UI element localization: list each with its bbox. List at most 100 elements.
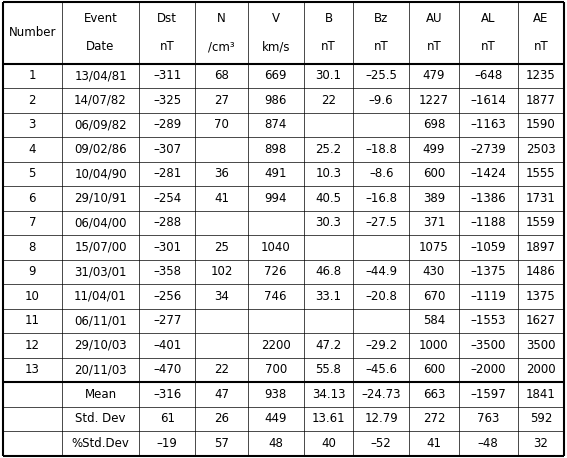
Text: 70: 70 [214,118,229,131]
Text: 669: 669 [264,69,287,82]
Text: –288: –288 [153,216,181,229]
Text: 1075: 1075 [419,241,449,254]
Text: 3: 3 [28,118,36,131]
Text: 1897: 1897 [526,241,556,254]
Text: 2: 2 [28,94,36,107]
Text: 600: 600 [423,364,445,376]
Text: 40.5: 40.5 [315,192,341,205]
Text: 22: 22 [214,364,229,376]
Text: 10.3: 10.3 [315,167,341,180]
Text: 10/04/90: 10/04/90 [74,167,127,180]
Text: 4: 4 [28,143,36,156]
Text: AL: AL [481,12,496,25]
Text: B: B [324,12,332,25]
Text: 1: 1 [28,69,36,82]
Text: 14/07/82: 14/07/82 [74,94,127,107]
Text: 746: 746 [264,290,287,303]
Text: 55.8: 55.8 [315,364,341,376]
Text: 2000: 2000 [526,364,556,376]
Text: –27.5: –27.5 [365,216,397,229]
Text: –29.2: –29.2 [365,339,397,352]
Text: 1590: 1590 [526,118,556,131]
Text: –16.8: –16.8 [365,192,397,205]
Text: –1386: –1386 [471,192,506,205]
Text: 27: 27 [214,94,229,107]
Text: –1597: –1597 [470,388,506,401]
Text: 994: 994 [264,192,287,205]
Text: 763: 763 [477,413,500,425]
Text: 663: 663 [423,388,445,401]
Text: 874: 874 [265,118,287,131]
Text: –1163: –1163 [470,118,506,131]
Text: –25.5: –25.5 [365,69,397,82]
Text: –470: –470 [153,364,181,376]
Text: 7: 7 [28,216,36,229]
Text: 47.2: 47.2 [315,339,341,352]
Text: –277: –277 [153,315,181,327]
Text: 1486: 1486 [526,266,556,278]
Text: V: V [272,12,280,25]
Text: nT: nT [160,40,175,54]
Text: 1000: 1000 [419,339,448,352]
Text: –19: –19 [156,437,177,450]
Text: Dst: Dst [157,12,177,25]
Text: 61: 61 [160,413,175,425]
Text: 1040: 1040 [261,241,291,254]
Text: nT: nT [426,40,441,54]
Text: –1119: –1119 [470,290,506,303]
Text: –1188: –1188 [471,216,506,229]
Text: –307: –307 [153,143,181,156]
Text: 1559: 1559 [526,216,556,229]
Text: –254: –254 [153,192,181,205]
Text: 41: 41 [214,192,229,205]
Text: –3500: –3500 [471,339,506,352]
Text: –2000: –2000 [471,364,506,376]
Text: –316: –316 [153,388,181,401]
Text: 48: 48 [268,437,283,450]
Text: 34.13: 34.13 [312,388,345,401]
Text: 389: 389 [423,192,445,205]
Text: 29/10/03: 29/10/03 [74,339,127,352]
Text: 371: 371 [423,216,445,229]
Text: –1424: –1424 [470,167,506,180]
Text: 25: 25 [214,241,229,254]
Text: 06/09/82: 06/09/82 [74,118,127,131]
Text: 1375: 1375 [526,290,556,303]
Text: 1877: 1877 [526,94,556,107]
Text: 700: 700 [265,364,287,376]
Text: 5: 5 [28,167,36,180]
Text: 6: 6 [28,192,36,205]
Text: AU: AU [426,12,442,25]
Text: 2200: 2200 [261,339,291,352]
Text: 1555: 1555 [526,167,556,180]
Text: –2739: –2739 [470,143,506,156]
Text: 47: 47 [214,388,229,401]
Text: –325: –325 [153,94,181,107]
Text: Bz: Bz [374,12,388,25]
Text: Mean: Mean [84,388,117,401]
Text: –256: –256 [153,290,181,303]
Text: 29/10/91: 29/10/91 [74,192,127,205]
Text: 13.61: 13.61 [312,413,345,425]
Text: –311: –311 [153,69,181,82]
Text: 102: 102 [210,266,232,278]
Text: 31/03/01: 31/03/01 [74,266,127,278]
Text: nT: nT [374,40,388,54]
Text: –48: –48 [478,437,498,450]
Text: –24.73: –24.73 [361,388,401,401]
Text: Number: Number [9,27,56,39]
Text: –1059: –1059 [471,241,506,254]
Text: nT: nT [481,40,496,54]
Text: 33.1: 33.1 [315,290,341,303]
Text: Event: Event [83,12,117,25]
Text: –9.6: –9.6 [369,94,393,107]
Text: 726: 726 [264,266,287,278]
Text: Date: Date [86,40,115,54]
Text: 06/04/00: 06/04/00 [74,216,127,229]
Text: 938: 938 [265,388,287,401]
Text: 12.79: 12.79 [365,413,398,425]
Text: 36: 36 [214,167,229,180]
Text: 272: 272 [422,413,445,425]
Text: 20/11/03: 20/11/03 [74,364,127,376]
Text: km/s: km/s [261,40,290,54]
